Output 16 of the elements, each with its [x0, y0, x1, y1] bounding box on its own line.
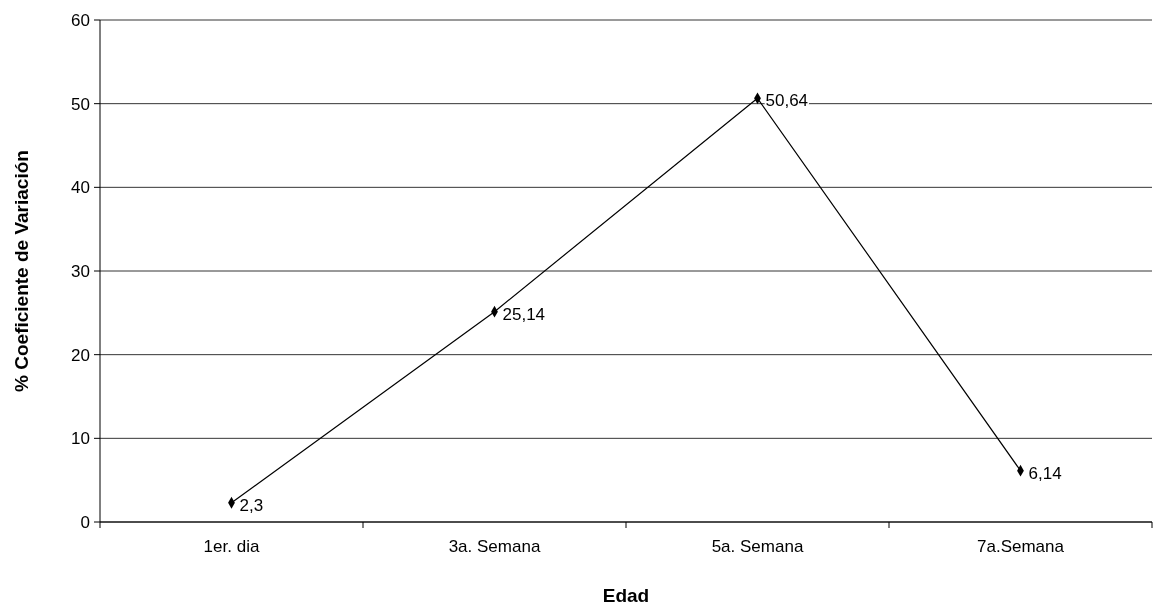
data-label: 6,14 [1028, 463, 1062, 483]
data-label: 2,3 [239, 495, 264, 515]
data-label: 25,14 [502, 304, 546, 324]
x-tick-label: 5a. Semana [711, 537, 804, 556]
y-tick-label: 0 [80, 512, 90, 532]
x-axis-title: Edad [602, 585, 650, 606]
y-tick-label: 40 [71, 178, 90, 198]
y-tick-label: 20 [71, 345, 90, 365]
y-tick-label: 60 [71, 10, 90, 30]
x-tick-label: 3a. Semana [448, 537, 541, 556]
y-tick-label: 50 [71, 94, 90, 114]
y-axis-title: % Coeficiente de Variación [11, 150, 32, 392]
x-tick-label: 1er. dia [203, 537, 260, 556]
y-tick-label: 10 [71, 429, 90, 449]
x-tick-label: 7a.Semana [977, 537, 1065, 556]
y-tick-label: 30 [71, 261, 90, 281]
